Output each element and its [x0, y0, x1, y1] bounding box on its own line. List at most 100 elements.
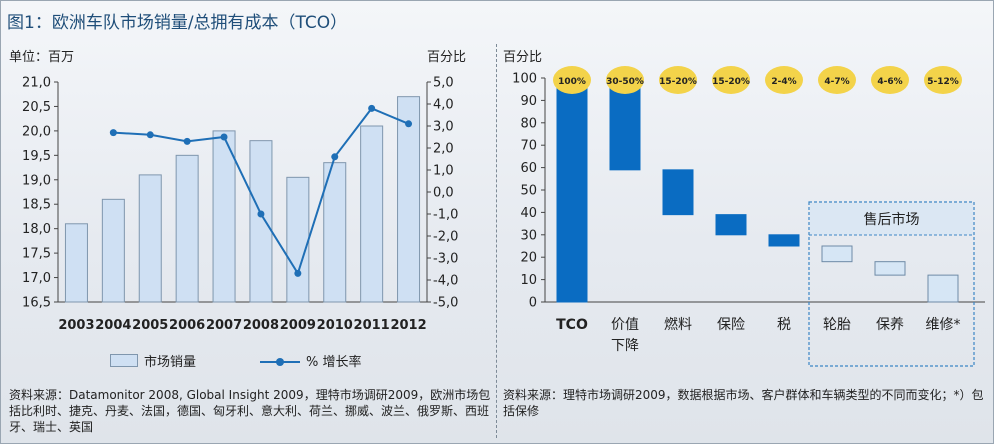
legend-bar-swatch: [110, 354, 138, 367]
right-y-tick-label: 20: [520, 251, 537, 266]
right-y-tick-label: 50: [520, 184, 537, 199]
range-badge-label: 4-6%: [877, 77, 902, 87]
right-source-note: 资料来源：理特市场调研2009，数据根据市场、客户群体和车辆类型的不同而变化；*…: [503, 388, 984, 418]
left-source-note: 资料来源：Datamonitor 2008, Global Insight 20…: [9, 388, 491, 434]
growth-point: [405, 120, 413, 128]
left-y-tick-label: 20,5: [22, 100, 51, 115]
left-y2-tick-label: -2,0: [433, 230, 458, 245]
left-y2-tick-label: 2,0: [433, 142, 454, 157]
left-x-tick-label: 2003: [58, 318, 94, 333]
tco-bar: [768, 234, 800, 247]
left-y-tick-label: 17,0: [22, 271, 51, 286]
range-badge: [659, 66, 697, 94]
tco-bar: [927, 274, 959, 303]
left-y-tick-label: 20,0: [22, 124, 51, 139]
range-badge: [606, 66, 644, 94]
right-y-tick-label: 30: [520, 228, 537, 243]
right-y-axis-label: 百分比: [503, 50, 543, 65]
growth-point: [146, 131, 154, 139]
left-x-tick-label: 2011: [354, 318, 390, 333]
range-badge-label: 100%: [558, 77, 586, 87]
right-x-tick-label: 保养: [876, 317, 904, 333]
left-y2-tick-label: 4,0: [433, 98, 454, 113]
range-badge: [924, 66, 962, 94]
growth-point: [331, 153, 339, 161]
aftermarket-box: [808, 201, 975, 367]
range-badge-label: 30-50%: [606, 77, 644, 87]
volume-bar: [101, 198, 125, 303]
range-badge-label: 15-20%: [659, 77, 697, 87]
volume-bar: [64, 223, 88, 303]
legend-line-swatch: [260, 356, 300, 367]
left-y2-axis-label: 百分比: [427, 50, 467, 65]
growth-point: [294, 269, 302, 277]
tco-bar: [874, 261, 906, 276]
tco-bar: [556, 77, 588, 303]
growth-point: [368, 104, 376, 112]
left-y-tick-label: 18,0: [22, 222, 51, 237]
right-y-tick-label: 40: [520, 206, 537, 221]
left-y-tick-label: 19,0: [22, 173, 51, 188]
volume-bar: [286, 176, 310, 303]
volume-bar: [360, 125, 384, 303]
growth-point: [183, 137, 191, 145]
right-x-tick-label: 税: [777, 317, 791, 333]
range-badge-label: 2-4%: [771, 77, 796, 87]
aftermarket-label: 售后市场: [864, 211, 920, 228]
legend-bar-label: 市场销量: [144, 355, 197, 370]
left-x-tick-label: 2010: [317, 318, 353, 333]
left-y2-tick-label: -3,0: [433, 252, 458, 267]
legend-line-item: % 增长率: [260, 351, 362, 370]
tco-bar: [715, 214, 747, 236]
right-x-tick-label: 维修*: [926, 317, 961, 333]
right-x-tick-label: 价值: [611, 317, 639, 333]
left-y2-tick-label: 3,0: [433, 120, 454, 135]
volume-bar: [138, 174, 162, 303]
right-y-tick-label: 90: [520, 94, 537, 109]
volume-bar: [323, 162, 347, 303]
volume-bar: [397, 96, 421, 303]
range-badge-label: 15-20%: [712, 77, 750, 87]
range-badge: [818, 66, 856, 94]
right-y-tick-label: 10: [520, 273, 537, 288]
tco-bar: [662, 169, 694, 216]
left-y-axis-label: 单位：百万: [9, 50, 75, 65]
tco-bar: [821, 245, 853, 263]
left-y2-tick-label: -4,0: [433, 274, 458, 289]
right-x-tick-label: 轮胎: [823, 317, 851, 333]
left-y2-tick-label: 5,0: [433, 76, 454, 91]
left-y2-tick-label: -5,0: [433, 296, 458, 311]
right-y-tick-label: 70: [520, 139, 537, 154]
left-x-tick-label: 2006: [169, 318, 205, 333]
figure-title: 图1：欧洲车队市场销量/总拥有成本（TCO）: [7, 13, 348, 33]
legend-line-label: % 增长率: [306, 355, 362, 370]
panel-divider: [496, 44, 497, 438]
right-y-tick-label: 100: [512, 72, 537, 87]
right-x-tick-label: 下降: [611, 338, 639, 354]
left-y2-tick-label: 1,0: [433, 164, 454, 179]
left-x-tick-label: 2012: [390, 318, 426, 333]
aftermarket-header-bg: [810, 203, 973, 235]
left-y-tick-label: 17,5: [22, 247, 51, 262]
left-x-tick-label: 2005: [132, 318, 168, 333]
right-y-tick-label: 80: [520, 116, 537, 131]
right-y-tick-label: 0: [529, 296, 537, 311]
left-y-tick-label: 16,5: [22, 296, 51, 311]
left-y-tick-label: 19,5: [22, 149, 51, 164]
volume-bar: [175, 154, 199, 303]
left-y-tick-label: 18,5: [22, 198, 51, 213]
range-badge-label: 4-7%: [824, 77, 849, 87]
right-x-tick-label: 保险: [717, 317, 745, 333]
range-badge-label: 5-12%: [927, 77, 959, 87]
range-badge: [765, 66, 803, 94]
growth-point: [109, 129, 117, 137]
range-badge: [553, 66, 591, 94]
left-x-tick-label: 2008: [243, 318, 279, 333]
right-x-tick-label: 燃料: [664, 316, 692, 333]
growth-point: [220, 133, 228, 141]
left-x-tick-label: 2004: [95, 318, 131, 333]
left-y2-tick-label: 0,0: [433, 186, 454, 201]
left-y-tick-label: 21,0: [22, 76, 51, 91]
volume-bar: [249, 140, 273, 303]
